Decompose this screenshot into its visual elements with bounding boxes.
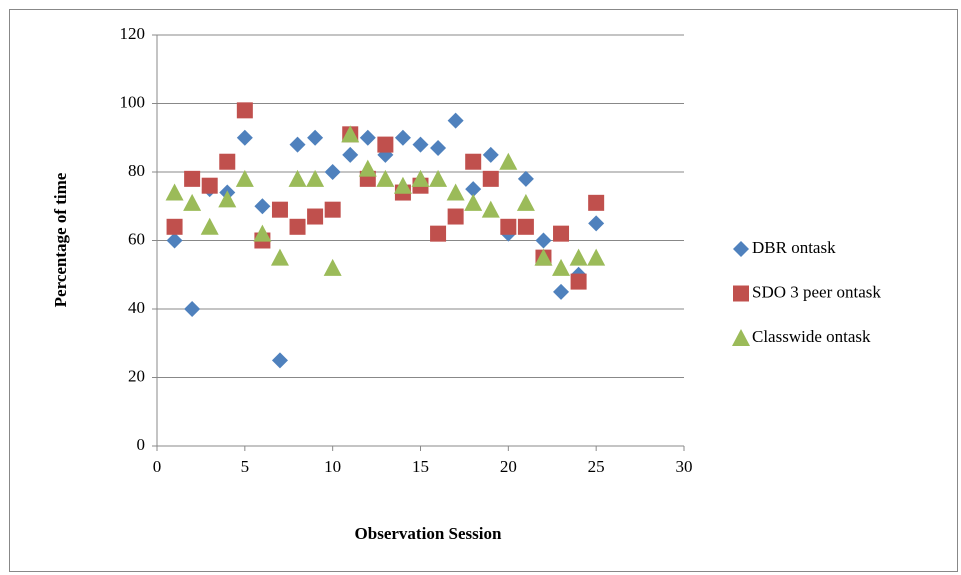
y-tick-label: 0 — [137, 435, 146, 454]
data-point — [236, 129, 253, 146]
y-tick-label: 60 — [128, 229, 145, 248]
data-point — [446, 183, 465, 201]
y-tick-label: 20 — [128, 366, 145, 385]
data-point — [184, 170, 201, 187]
data-point — [307, 208, 324, 225]
x-tick-label: 20 — [500, 457, 517, 476]
data-point — [534, 248, 553, 266]
data-point — [342, 146, 359, 163]
data-point — [218, 190, 237, 208]
legend-label: Classwide ontask — [752, 327, 871, 346]
x-tick-label: 5 — [241, 457, 250, 476]
data-point — [271, 352, 288, 369]
data-point — [271, 201, 288, 218]
data-point — [517, 170, 534, 187]
x-tick-label: 0 — [153, 457, 162, 476]
data-point — [219, 153, 236, 170]
data-point — [482, 146, 499, 163]
data-point — [358, 159, 377, 177]
data-point — [465, 181, 482, 198]
data-point — [236, 102, 253, 119]
data-point — [306, 169, 325, 187]
data-point — [535, 232, 552, 249]
data-point — [341, 125, 360, 143]
y-tick-label: 100 — [120, 92, 146, 111]
data-point — [482, 170, 499, 187]
data-point — [588, 215, 605, 232]
legend-marker — [733, 285, 749, 302]
legend-label: SDO 3 peer ontask — [752, 282, 881, 301]
data-point — [588, 194, 605, 211]
data-point — [430, 225, 447, 242]
data-point — [569, 248, 588, 266]
data-point — [184, 301, 201, 317]
data-point — [166, 218, 183, 235]
data-point — [376, 169, 395, 187]
data-point — [587, 248, 606, 266]
data-point — [183, 193, 202, 211]
data-point — [324, 201, 341, 218]
data-point — [429, 169, 448, 187]
y-tick-label: 120 — [120, 24, 146, 43]
y-tick-label: 80 — [128, 161, 145, 180]
data-point — [553, 283, 570, 300]
y-axis-title: Percentage of time — [51, 172, 70, 307]
data-point — [430, 140, 447, 157]
data-point — [377, 136, 394, 153]
data-point — [412, 136, 429, 153]
data-point — [516, 193, 535, 211]
legend-label: DBR ontask — [752, 238, 836, 257]
data-point — [288, 169, 307, 187]
data-point — [254, 198, 271, 215]
data-point — [499, 152, 518, 170]
data-point — [253, 224, 272, 242]
data-point — [553, 225, 570, 242]
y-tick-label: 40 — [128, 298, 145, 317]
data-point — [394, 129, 411, 146]
data-point — [465, 153, 482, 170]
data-point — [323, 258, 342, 276]
data-point — [464, 193, 483, 211]
legend-marker — [732, 329, 750, 346]
data-point — [570, 273, 587, 290]
data-point — [166, 232, 183, 249]
data-point — [393, 176, 412, 194]
data-point — [289, 136, 306, 153]
x-tick-label: 15 — [412, 457, 429, 476]
data-point — [289, 218, 306, 235]
x-tick-label: 30 — [676, 457, 693, 476]
data-point — [517, 218, 534, 235]
data-point — [307, 129, 324, 146]
data-point — [500, 218, 517, 235]
data-point — [201, 177, 218, 194]
x-tick-label: 25 — [588, 457, 605, 476]
data-point — [447, 208, 464, 225]
x-axis-title: Observation Session — [355, 524, 502, 543]
legend-marker — [733, 241, 749, 257]
data-point — [359, 129, 376, 146]
data-point — [200, 217, 219, 235]
data-point — [411, 169, 430, 187]
data-point — [270, 248, 289, 266]
data-point — [552, 258, 571, 276]
data-point — [324, 164, 341, 180]
data-point — [447, 112, 464, 129]
data-point — [481, 200, 500, 218]
data-point — [235, 169, 254, 187]
x-tick-label: 10 — [324, 457, 341, 476]
data-point — [165, 183, 184, 201]
